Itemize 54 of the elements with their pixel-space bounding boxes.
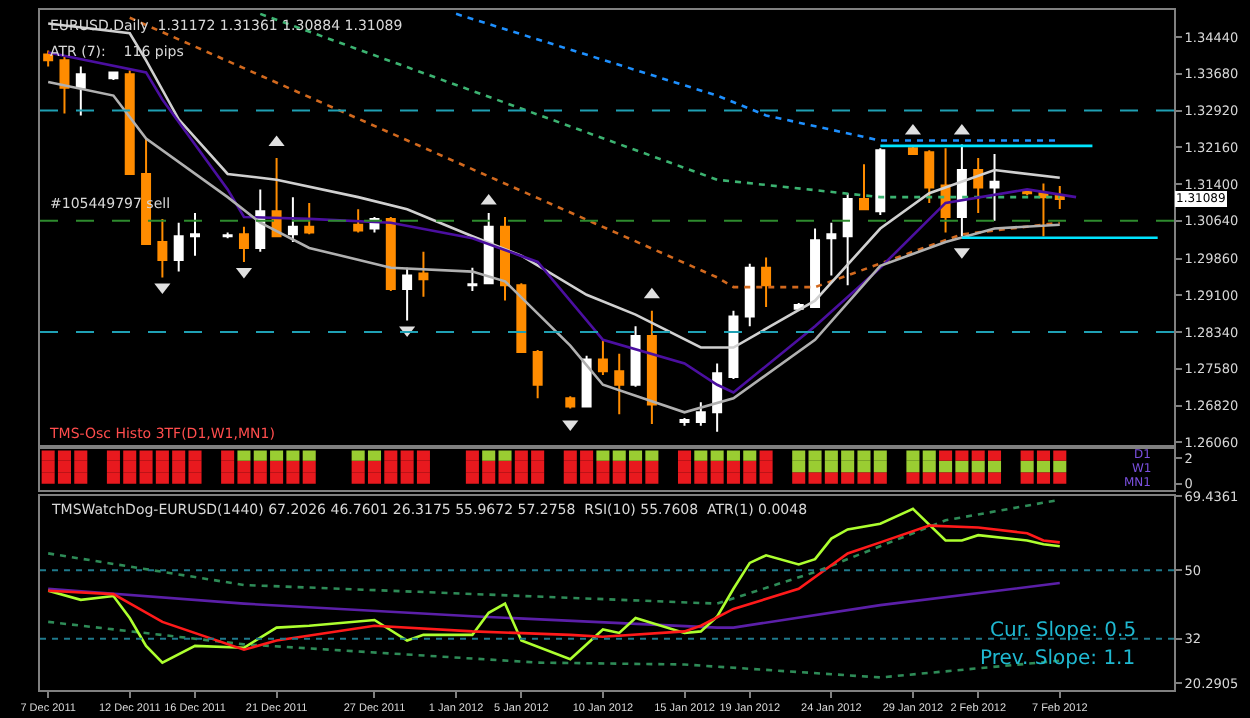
candlestick [238, 225, 249, 263]
candlestick [222, 231, 233, 240]
bar [302, 450, 316, 461]
candlestick [695, 401, 706, 427]
candlestick [728, 309, 739, 380]
candlestick [858, 163, 869, 211]
bar [694, 450, 708, 461]
bar [906, 472, 920, 484]
candlestick [810, 227, 821, 308]
candlestick [924, 149, 935, 204]
candlestick [614, 352, 625, 416]
candlestick [761, 256, 772, 308]
point [154, 283, 171, 295]
candlestick [1038, 182, 1049, 238]
candlestick [124, 69, 135, 175]
candlestick [679, 417, 690, 427]
candlestick [907, 145, 918, 156]
candlestick [744, 262, 755, 328]
point [643, 287, 660, 299]
candlestick [646, 309, 657, 425]
candlestick [353, 208, 364, 234]
candlestick [43, 49, 54, 68]
bar [482, 450, 496, 461]
candlestick [287, 196, 298, 244]
candlestick [385, 215, 396, 292]
annotation: Prev. Slope: 1.1 [980, 648, 1136, 670]
candlestick [842, 192, 853, 287]
candlestick [75, 65, 86, 117]
candlestick [581, 354, 592, 408]
candlestick [304, 201, 315, 236]
line-series [46, 22, 1062, 349]
annotation: Cur. Slope: 0.5 [990, 620, 1137, 642]
candlestick [157, 217, 168, 279]
candlestick [973, 156, 984, 215]
candlestick [565, 395, 576, 410]
point [953, 123, 970, 135]
bar [792, 472, 806, 484]
bar [237, 450, 251, 461]
candlestick [59, 55, 70, 115]
candlestick [532, 348, 543, 400]
candlestick [190, 212, 200, 257]
bar [596, 450, 610, 461]
candlestick [875, 147, 886, 217]
candlestick [989, 153, 1000, 222]
candlestick [826, 221, 837, 277]
candlestick [516, 282, 527, 353]
candlestick [630, 325, 641, 388]
candlestick [418, 250, 429, 298]
candlestick [402, 266, 413, 322]
candlestick [108, 71, 119, 82]
bar [498, 450, 512, 461]
candlestick [597, 338, 608, 377]
candlestick [467, 266, 478, 292]
candlestick [173, 221, 184, 273]
